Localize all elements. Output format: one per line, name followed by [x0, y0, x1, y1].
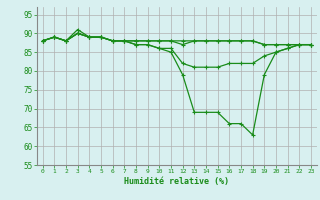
X-axis label: Humidité relative (%): Humidité relative (%) — [124, 177, 229, 186]
